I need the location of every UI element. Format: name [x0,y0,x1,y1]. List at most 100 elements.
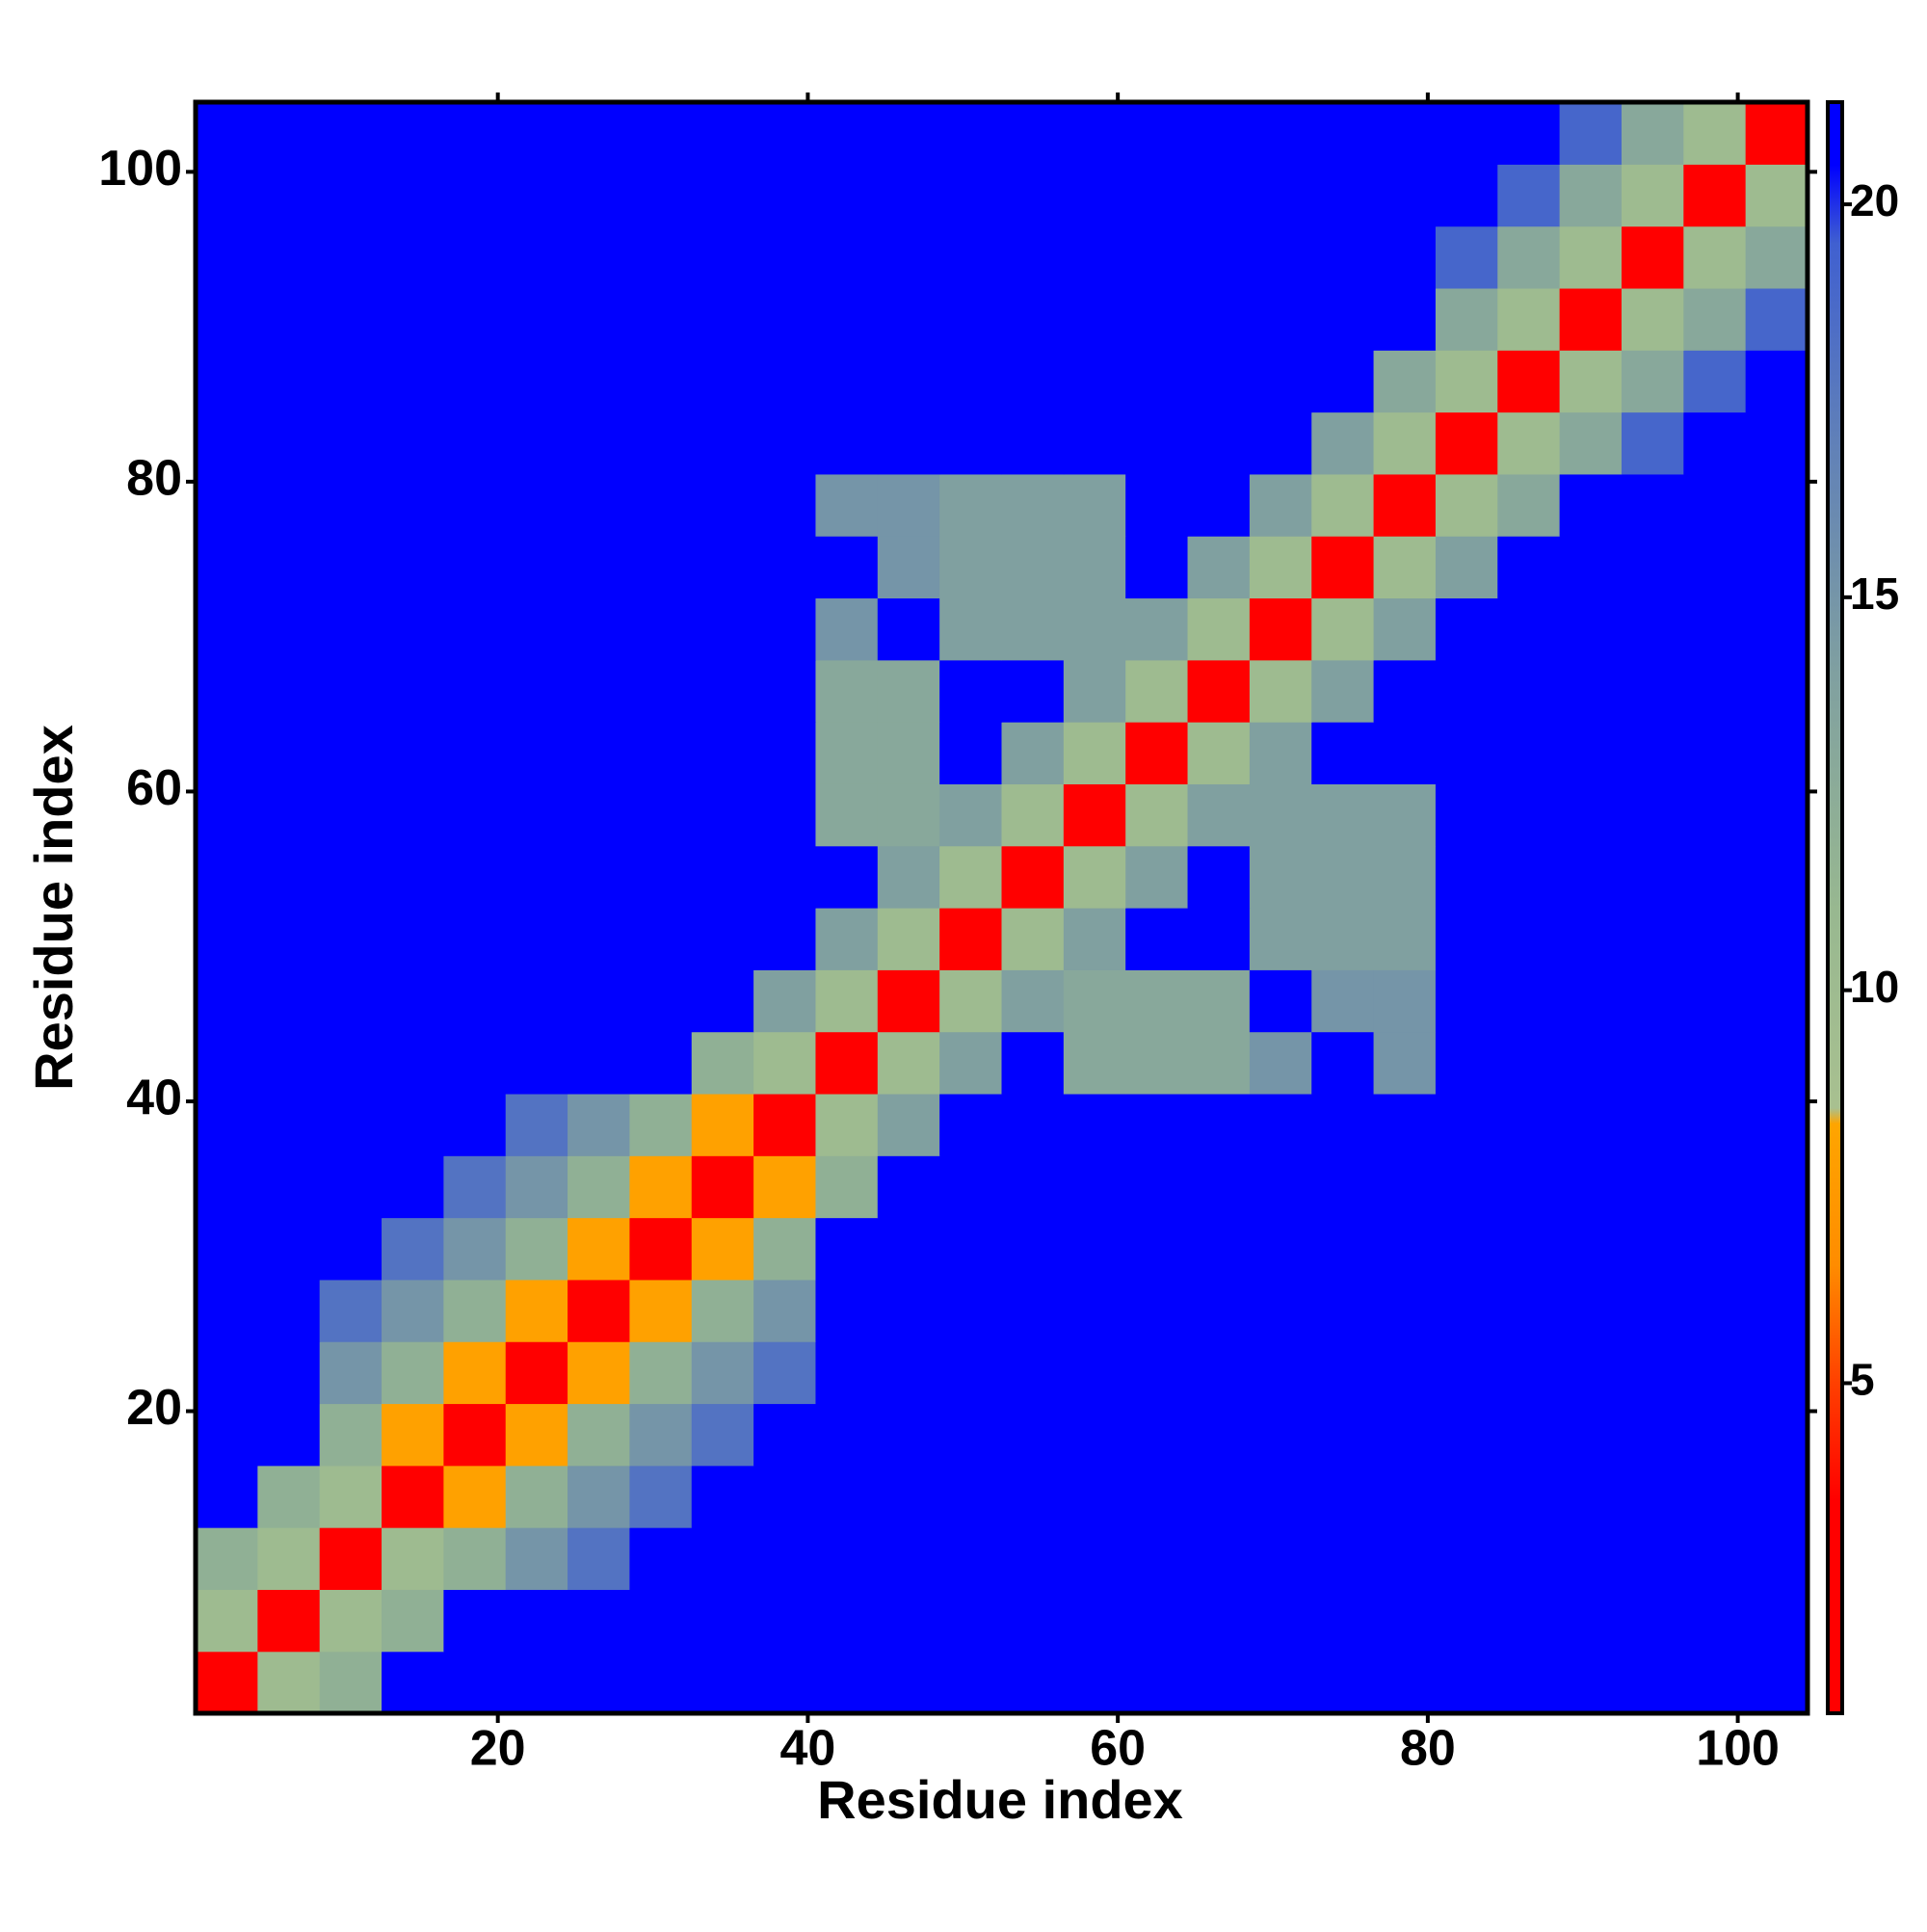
heatmap-cell [1435,969,1498,1033]
heatmap-cell [1063,473,1126,537]
heatmap-cell [753,845,817,909]
heatmap-cell [1683,722,1747,784]
heatmap-cell [1125,908,1189,970]
heatmap-cell [1001,1403,1065,1467]
heatmap-cell [1001,783,1065,847]
heatmap-cell [1621,411,1684,475]
heatmap-cell [1249,1279,1312,1342]
heatmap-cell [753,1217,817,1281]
heatmap-cell [1497,1403,1561,1467]
heatmap-cell [443,783,507,847]
heatmap-cell [1311,536,1375,599]
heatmap-cell [815,287,879,351]
heatmap-cell [1063,908,1126,970]
heatmap-cell [257,536,321,599]
heatmap-cell [505,225,568,289]
heatmap-cell [1311,1589,1375,1653]
heatmap-cell [877,1217,940,1281]
heatmap-cell [1187,597,1251,661]
heatmap-cell [877,164,940,227]
heatmap-cell [691,473,754,537]
heatmap-cell [1745,473,1808,537]
heatmap-cell [319,1217,383,1281]
heatmap-cell [196,969,258,1033]
heatmap-cell [196,1093,258,1156]
heatmap-cell [1497,287,1561,351]
heatmap-cell [939,845,1003,909]
heatmap-cell [1435,225,1498,289]
heatmap-cell [1311,1341,1375,1405]
heatmap-cell [1001,1589,1065,1653]
heatmap-cell [1063,350,1126,413]
heatmap-cell [1745,1341,1808,1405]
heatmap-cell [1373,350,1437,413]
heatmap-cell [257,1093,321,1156]
heatmap-cell [1435,845,1498,909]
heatmap-cell [691,536,754,599]
heatmap-cell [505,722,568,784]
heatmap-cell [939,722,1003,784]
heatmap-cell [1373,1341,1437,1405]
heatmap-cell [1559,908,1623,970]
heatmap-cell [1559,1403,1623,1467]
heatmap-cell [568,1403,631,1467]
heatmap-cell [1311,473,1375,537]
heatmap-cell [1249,411,1312,475]
heatmap-cell [1001,1217,1065,1281]
heatmap-cell [319,1031,383,1095]
heatmap-cell [257,845,321,909]
heatmap-cell [568,1279,631,1342]
heatmap-cell [1125,1031,1189,1095]
heatmap-cell [939,1465,1003,1528]
heatmap-cell [505,1217,568,1281]
heatmap-cell [196,164,258,227]
heatmap-cell [1063,722,1126,784]
heatmap-cell [257,1651,321,1714]
heatmap-cell [196,287,258,351]
heatmap-cell [1311,225,1375,289]
heatmap-cell [319,783,383,847]
heatmap-cell [443,1279,507,1342]
heatmap-cell [319,1465,383,1528]
heatmap-cell [382,1465,444,1528]
heatmap-cell [1311,659,1375,723]
heatmap-cell [1125,1651,1189,1714]
heatmap-cell [1745,1651,1808,1714]
heatmap-cell [1373,1651,1437,1714]
heatmap-cell [939,1651,1003,1714]
heatmap-cell [939,164,1003,227]
heatmap-cell [691,1465,754,1528]
heatmap-cell [1435,1403,1498,1467]
heatmap [196,102,1808,1714]
heatmap-cell [1063,597,1126,661]
heatmap-cell [1435,473,1498,537]
y-tick-label: 100 [98,141,182,197]
heatmap-cell [1373,1155,1437,1219]
heatmap-cell [753,969,817,1033]
heatmap-cell [568,1527,631,1590]
heatmap-cell [1187,1651,1251,1714]
heatmap-cell [815,1527,879,1590]
heatmap-cell [505,1465,568,1528]
heatmap-cell [443,1651,507,1714]
heatmap-cell [505,1341,568,1405]
heatmap-cell [815,1093,879,1156]
heatmap-cell [1435,164,1498,227]
heatmap-cell [815,102,879,165]
heatmap-cell [1621,1279,1684,1342]
heatmap-cell [691,908,754,970]
heatmap-cell [753,1589,817,1653]
heatmap-cell [1745,845,1808,909]
heatmap-cell [629,783,693,847]
colorbar-tick-label: 20 [1850,175,1899,225]
heatmap-cell [1187,1341,1251,1405]
heatmap-cell [939,287,1003,351]
heatmap-cell [196,102,258,165]
heatmap-cell [1559,536,1623,599]
heatmap-cell [1125,969,1189,1033]
heatmap-cell [1745,908,1808,970]
heatmap-cell [753,659,817,723]
heatmap-cell [443,722,507,784]
heatmap-cell [1497,1217,1561,1281]
heatmap-cell [382,1651,444,1714]
